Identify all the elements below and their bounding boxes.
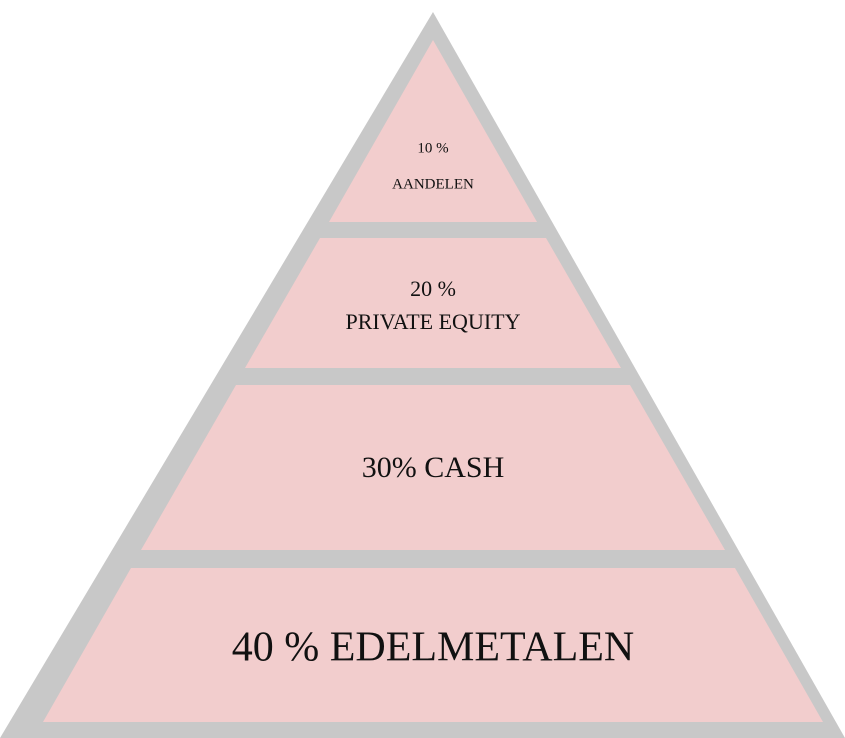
level-label: 40 % EDELMETALEN (232, 625, 635, 671)
level-label: 30% CASH (362, 451, 505, 484)
level-4 (43, 568, 823, 722)
pyramid-frame (0, 12, 845, 738)
level-label: 10 % (417, 140, 448, 156)
level-label: PRIVATE EQUITY (346, 309, 521, 334)
level-label: 20 % (410, 276, 456, 301)
level-3 (141, 385, 725, 550)
level-2 (245, 238, 621, 368)
level-1 (329, 40, 537, 222)
level-label: AANDELEN (392, 176, 474, 192)
